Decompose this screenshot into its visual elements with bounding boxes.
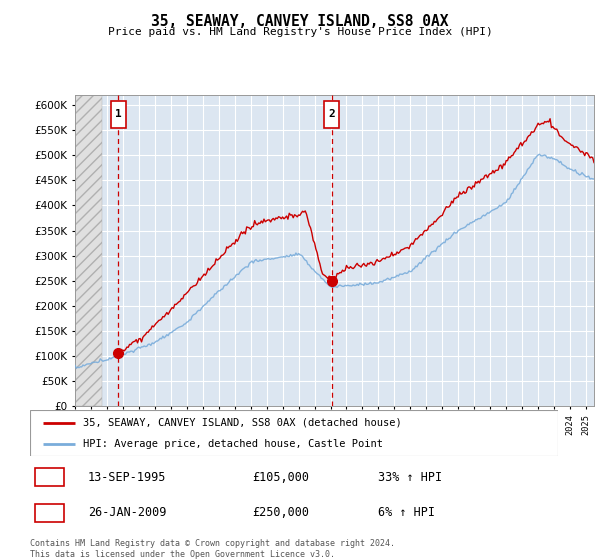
Text: 35, SEAWAY, CANVEY ISLAND, SS8 0AX: 35, SEAWAY, CANVEY ISLAND, SS8 0AX bbox=[151, 14, 449, 29]
FancyBboxPatch shape bbox=[325, 101, 339, 128]
Text: 35, SEAWAY, CANVEY ISLAND, SS8 0AX (detached house): 35, SEAWAY, CANVEY ISLAND, SS8 0AX (deta… bbox=[83, 418, 401, 428]
Bar bbox=[35, 503, 64, 522]
Text: 1: 1 bbox=[115, 109, 122, 119]
Bar bbox=[35, 468, 64, 487]
FancyBboxPatch shape bbox=[111, 101, 125, 128]
Text: £105,000: £105,000 bbox=[252, 471, 309, 484]
Text: Price paid vs. HM Land Registry's House Price Index (HPI): Price paid vs. HM Land Registry's House … bbox=[107, 27, 493, 37]
Text: 2: 2 bbox=[328, 109, 335, 119]
Text: 13-SEP-1995: 13-SEP-1995 bbox=[88, 471, 166, 484]
Text: 6% ↑ HPI: 6% ↑ HPI bbox=[379, 506, 436, 519]
Text: £250,000: £250,000 bbox=[252, 506, 309, 519]
Text: HPI: Average price, detached house, Castle Point: HPI: Average price, detached house, Cast… bbox=[83, 439, 383, 449]
Text: Contains HM Land Registry data © Crown copyright and database right 2024.
This d: Contains HM Land Registry data © Crown c… bbox=[30, 539, 395, 559]
Text: 33% ↑ HPI: 33% ↑ HPI bbox=[379, 471, 443, 484]
Text: 26-JAN-2009: 26-JAN-2009 bbox=[88, 506, 166, 519]
Text: 2: 2 bbox=[46, 506, 53, 519]
Text: 1: 1 bbox=[46, 471, 53, 484]
